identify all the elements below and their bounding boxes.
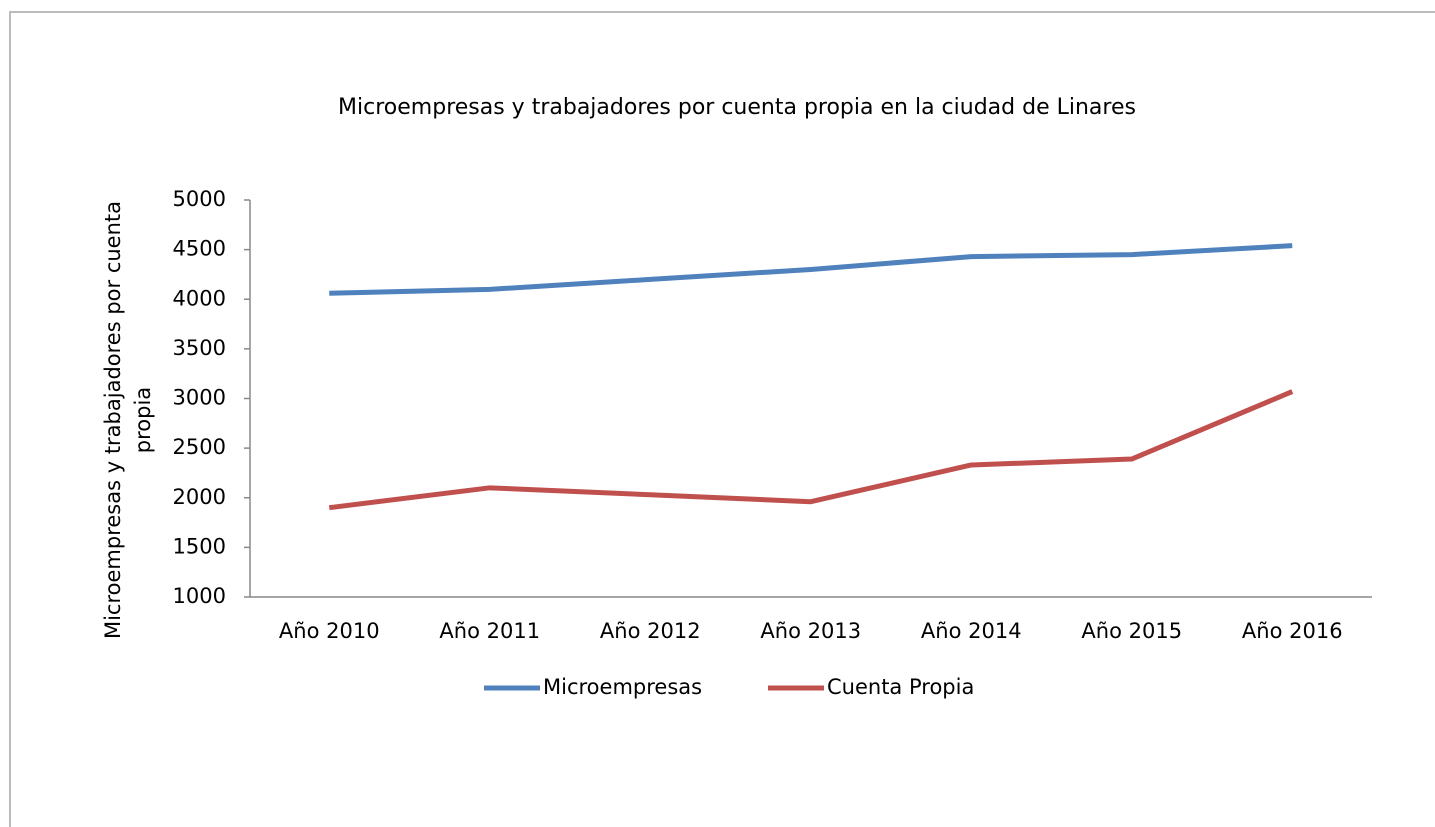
y-tick-label: 3500: [173, 336, 226, 360]
y-tick-label: 3000: [173, 386, 226, 410]
y-tick-label: 4500: [173, 237, 226, 261]
chart-title: Microempresas y trabajadores por cuenta …: [338, 95, 1136, 120]
legend-label: Cuenta Propia: [827, 675, 974, 699]
x-tick-label: Año 2013: [760, 619, 861, 643]
x-tick-label: Año 2012: [600, 619, 701, 643]
x-tick-label: Año 2015: [1081, 619, 1182, 643]
line-series: [329, 243, 1293, 296]
y-tick-label: 1000: [173, 584, 226, 608]
x-tick-label: Año 2010: [279, 619, 380, 643]
frame: [9, 11, 1435, 827]
x-tick-label: Año 2016: [1242, 619, 1343, 643]
y-tick-label: 2000: [173, 485, 226, 509]
y-tick-label: 4000: [173, 286, 226, 310]
x-tick-label: Año 2011: [439, 619, 540, 643]
y-tick-label: 1500: [173, 534, 226, 558]
y-axis-label: Microempresas y trabajadores por cuenta …: [101, 200, 155, 640]
line-series: [328, 389, 1294, 511]
legend-label: Microempresas: [543, 675, 702, 699]
y-tick-label: 5000: [173, 187, 226, 211]
x-tick-label: Año 2014: [921, 619, 1022, 643]
y-tick-label: 2500: [173, 435, 226, 459]
